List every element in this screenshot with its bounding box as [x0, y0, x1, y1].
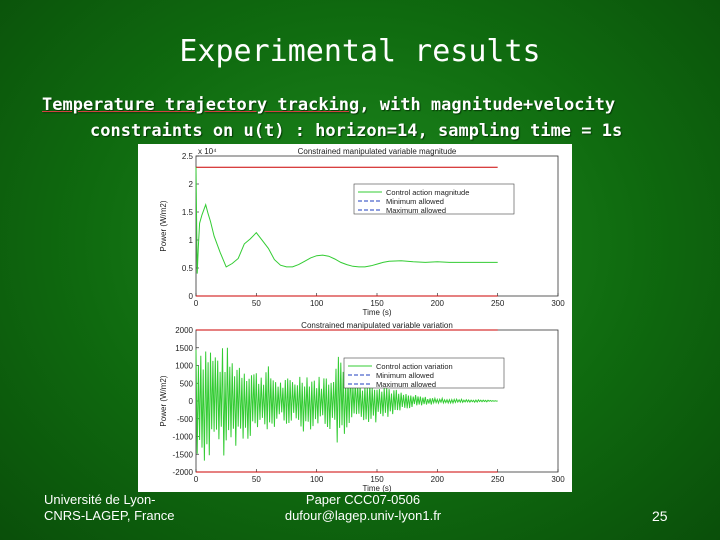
chart1-ytick-label: 0.5	[182, 264, 194, 273]
chart2-signal-line	[195, 347, 498, 461]
chart2-xtick-label: 250	[491, 475, 505, 484]
chart1-plot-area	[195, 155, 559, 297]
chart1-ytick-label: 2	[189, 180, 194, 189]
footer-affiliation: Université de Lyon- CNRS-LAGEP, France	[44, 492, 175, 524]
chart2-xlabel: Time (s)	[362, 484, 391, 492]
footer-paper-id: Paper CCC07-0506	[305, 492, 421, 507]
chart2-title: Constrained manipulated variable variati…	[301, 321, 453, 330]
chart1-ytick-label: 1.5	[182, 208, 194, 217]
footer-left-line-2: CNRS-LAGEP, France	[44, 508, 175, 523]
results-figure: Constrained manipulated variable magnitu…	[138, 144, 572, 493]
chart2-ytick-label: -1000	[173, 433, 194, 442]
chart1-ytick-label: 0	[189, 292, 194, 301]
chart2-xtick-label: 0	[194, 475, 199, 484]
chart1-legend-label: Minimum allowed	[386, 197, 444, 206]
chart2-ytick-label: 1500	[175, 344, 193, 353]
chart2-xtick-label: 150	[370, 475, 384, 484]
footer-email: dufour@lagep.univ-lyon1.fr	[284, 508, 442, 523]
chart1-legend-label: Maximum allowed	[386, 206, 446, 215]
chart2-xtick-label: 200	[431, 475, 445, 484]
chart2-legend-box	[343, 357, 505, 389]
chart1-xtick-label: 250	[491, 299, 505, 308]
chart1-legend-box	[353, 183, 515, 215]
chart1-multiplier: x 10⁴	[198, 147, 217, 156]
chart2-xtick-label: 50	[252, 475, 261, 484]
chart1-ylabel: Power (W/m2)	[159, 200, 168, 251]
chart2-ytick-label: 0	[189, 397, 194, 406]
chart2-legend-label: Maximum allowed	[376, 380, 436, 389]
subtitle-underlined-part: Temperature trajectory tracking	[42, 95, 360, 115]
chart2-xtick-label: 300	[551, 475, 565, 484]
chart1-legend-label: Control action magnitude	[386, 188, 469, 197]
chart1-xtick-label: 50	[252, 299, 261, 308]
chart2-ytick-label: -2000	[173, 468, 194, 477]
chart2-ytick-label: -500	[177, 415, 194, 424]
page-number: 25	[652, 508, 668, 524]
chart2-legend-label: Control action variation	[376, 362, 453, 371]
chart1-xtick-label: 150	[370, 299, 384, 308]
subtitle-line-2: constraints on u(t) : horizon=14, sampli…	[90, 121, 623, 141]
chart2-ytick-label: -1500	[173, 450, 194, 459]
subtitle-rest: , with magnitude+velocity	[359, 95, 616, 115]
figure-svg: Constrained manipulated variable magnitu…	[159, 147, 565, 493]
chart2-legend-label: Minimum allowed	[376, 371, 434, 380]
footer-left-line-1: Université de Lyon-	[44, 492, 156, 507]
chart1-ytick-label: 2.5	[182, 152, 194, 161]
footer-paper-info: Paper CCC07-0506 dufour@lagep.univ-lyon1…	[268, 492, 458, 524]
chart1-xtick-label: 100	[310, 299, 324, 308]
chart1-title: Constrained manipulated variable magnitu…	[298, 147, 457, 156]
slide-subtitle: Temperature trajectory tracking, with ma…	[42, 92, 712, 144]
chart2-ytick-label: 1000	[175, 362, 193, 371]
chart2-ytick-label: 2000	[175, 326, 193, 335]
chart1-xtick-label: 200	[431, 299, 445, 308]
chart1-xlabel: Time (s)	[362, 308, 391, 317]
chart2-ylabel: Power (W/m2)	[159, 375, 168, 426]
chart2-xtick-label: 100	[310, 475, 324, 484]
chart1-signal-line	[195, 167, 498, 274]
chart2-ytick-label: 500	[180, 379, 194, 388]
slide-title: Experimental results	[179, 34, 541, 69]
chart1-xtick-label: 300	[551, 299, 565, 308]
chart1-xtick-label: 0	[194, 299, 199, 308]
chart1-ytick-label: 1	[189, 236, 194, 245]
